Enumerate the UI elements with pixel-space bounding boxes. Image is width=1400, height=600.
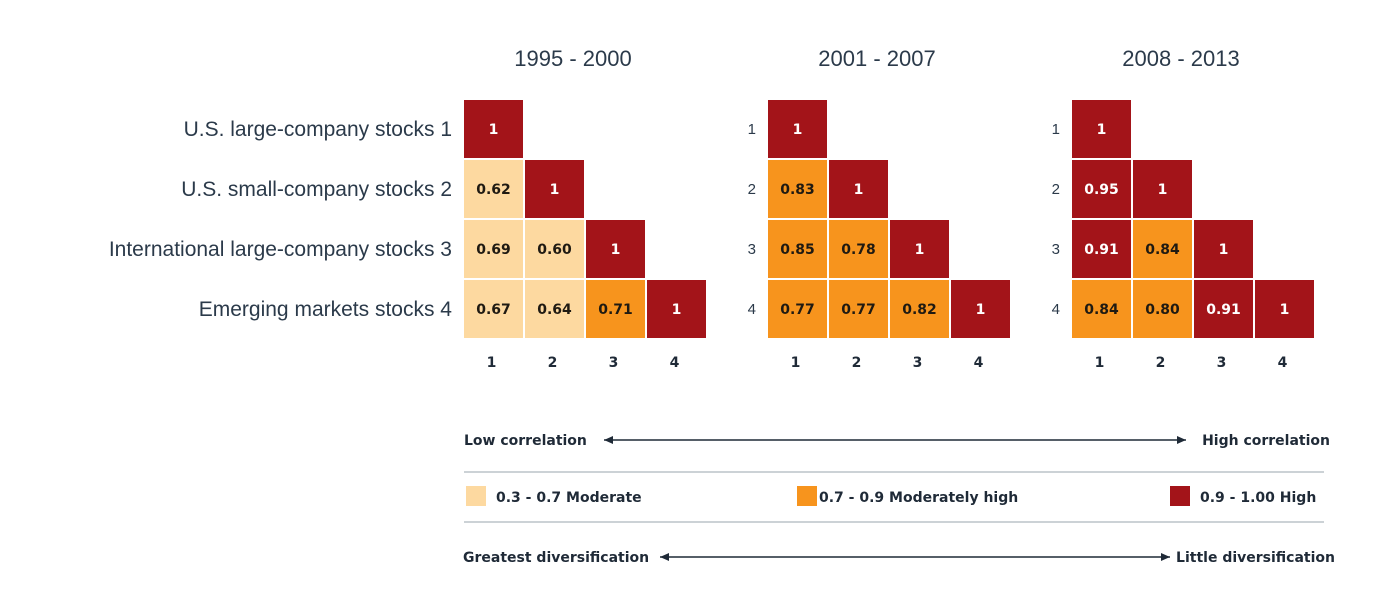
cell-p1-r2-c2 xyxy=(525,160,584,218)
cell-label-p3-r2-c2: 1 xyxy=(1158,182,1168,198)
panel-2-row-tick-3: 3 xyxy=(748,241,756,258)
cell-p3-r1-c1 xyxy=(1072,100,1131,158)
low-correlation-label: Low correlation xyxy=(464,433,587,449)
cell-label-p2-r4-c2: 0.77 xyxy=(841,302,876,318)
cell-p2-r4-c4 xyxy=(951,280,1010,338)
cell-label-p2-r4-c1: 0.77 xyxy=(780,302,815,318)
row-label-4: Emerging markets stocks 4 xyxy=(199,298,453,321)
cell-label-p1-r1-c1: 1 xyxy=(489,122,499,138)
cell-p2-r3-c3 xyxy=(890,220,949,278)
cell-p2-r4-c1 xyxy=(768,280,827,338)
greatest-diversification-label: Greatest diversification xyxy=(463,550,649,566)
cell-label-p1-r4-c3: 0.71 xyxy=(598,302,633,318)
cell-p3-r2-c1 xyxy=(1072,160,1131,218)
panel-2-col-tick-3: 3 xyxy=(913,355,923,371)
cell-label-p3-r2-c1: 0.95 xyxy=(1084,182,1119,198)
panel-2-col-tick-1: 1 xyxy=(791,355,801,371)
cell-p2-r2-c2 xyxy=(829,160,888,218)
cell-label-p3-r3-c2: 0.84 xyxy=(1145,242,1180,258)
row-label-1: U.S. large-company stocks 1 xyxy=(184,118,452,141)
cell-p1-r3-c3 xyxy=(586,220,645,278)
panel-3-row-tick-4: 4 xyxy=(1052,301,1060,318)
cell-p3-r3-c3 xyxy=(1194,220,1253,278)
panel-2-col-tick-2: 2 xyxy=(852,355,862,371)
legend-label-moderately-high: 0.7 - 0.9 Moderately high xyxy=(819,490,1018,506)
cell-label-p2-r3-c2: 0.78 xyxy=(841,242,876,258)
cell-label-p2-r2-c1: 0.83 xyxy=(780,182,815,198)
cell-p2-r4-c2 xyxy=(829,280,888,338)
cell-label-p3-r3-c3: 1 xyxy=(1219,242,1229,258)
cell-p1-r3-c2 xyxy=(525,220,584,278)
cell-p1-r4-c2 xyxy=(525,280,584,338)
cell-label-p1-r4-c1: 0.67 xyxy=(476,302,511,318)
cell-p1-r1-c1 xyxy=(464,100,523,158)
cell-label-p3-r4-c1: 0.84 xyxy=(1084,302,1119,318)
cell-label-p1-r4-c2: 0.64 xyxy=(537,302,572,318)
cell-label-p2-r3-c3: 1 xyxy=(915,242,925,258)
cell-p2-r3-c1 xyxy=(768,220,827,278)
cell-p2-r3-c2 xyxy=(829,220,888,278)
cell-label-p1-r2-c2: 1 xyxy=(550,182,560,198)
cell-label-p3-r1-c1: 1 xyxy=(1097,122,1107,138)
cell-label-p3-r4-c3: 0.91 xyxy=(1206,302,1241,318)
panel-1-col-tick-3: 3 xyxy=(609,355,619,371)
panel-3-col-tick-2: 2 xyxy=(1156,355,1166,371)
cell-p2-r2-c1 xyxy=(768,160,827,218)
cell-label-p2-r3-c1: 0.85 xyxy=(780,242,815,258)
cell-p3-r4-c3 xyxy=(1194,280,1253,338)
cell-label-p2-r2-c2: 1 xyxy=(854,182,864,198)
cell-label-p1-r4-c4: 1 xyxy=(672,302,682,318)
cell-label-p2-r4-c3: 0.82 xyxy=(902,302,937,318)
cell-label-p1-r3-c2: 0.60 xyxy=(537,242,572,258)
legend-swatch-high xyxy=(1170,486,1190,506)
panel-title-3: 2008 - 2013 xyxy=(1122,46,1239,71)
row-label-2: U.S. small-company stocks 2 xyxy=(181,178,452,201)
panel-1-col-tick-1: 1 xyxy=(487,355,497,371)
cell-p3-r2-c2 xyxy=(1133,160,1192,218)
cell-p2-r1-c1 xyxy=(768,100,827,158)
cell-p3-r3-c1 xyxy=(1072,220,1131,278)
cell-p1-r4-c3 xyxy=(586,280,645,338)
panel-1-col-tick-2: 2 xyxy=(548,355,558,371)
high-correlation-label: High correlation xyxy=(1202,433,1330,449)
cell-p1-r4-c4 xyxy=(647,280,706,338)
legend-swatch-moderate xyxy=(466,486,486,506)
cell-p3-r3-c2 xyxy=(1133,220,1192,278)
cell-p3-r4-c2 xyxy=(1133,280,1192,338)
panel-3-col-tick-3: 3 xyxy=(1217,355,1227,371)
legend-label-high: 0.9 - 1.00 High xyxy=(1200,490,1316,506)
panel-3-row-tick-2: 2 xyxy=(1052,181,1060,198)
cell-p3-r4-c1 xyxy=(1072,280,1131,338)
panel-3-col-tick-4: 4 xyxy=(1278,355,1288,371)
cell-label-p3-r3-c1: 0.91 xyxy=(1084,242,1119,258)
cell-label-p2-r1-c1: 1 xyxy=(793,122,803,138)
legend-swatch-moderately-high xyxy=(797,486,817,506)
cell-p1-r4-c1 xyxy=(464,280,523,338)
panel-2-row-tick-4: 4 xyxy=(748,301,756,318)
cell-label-p3-r4-c2: 0.80 xyxy=(1145,302,1180,318)
panel-3-row-tick-3: 3 xyxy=(1052,241,1060,258)
cell-p3-r4-c4 xyxy=(1255,280,1314,338)
panel-title-1: 1995 - 2000 xyxy=(514,46,631,71)
panel-3-col-tick-1: 1 xyxy=(1095,355,1105,371)
legend-label-moderate: 0.3 - 0.7 Moderate xyxy=(496,490,642,506)
cell-label-p1-r3-c3: 1 xyxy=(611,242,621,258)
panel-2-row-tick-2: 2 xyxy=(748,181,756,198)
row-label-3: International large-company stocks 3 xyxy=(109,238,452,261)
cell-label-p2-r4-c4: 1 xyxy=(976,302,986,318)
cell-label-p1-r3-c1: 0.69 xyxy=(476,242,511,258)
panel-3-row-tick-1: 1 xyxy=(1052,121,1060,138)
little-diversification-label: Little diversification xyxy=(1176,550,1335,566)
panel-2-col-tick-4: 4 xyxy=(974,355,984,371)
panel-1-col-tick-4: 4 xyxy=(670,355,680,371)
panel-title-2: 2001 - 2007 xyxy=(818,46,935,71)
cell-p1-r2-c1 xyxy=(464,160,523,218)
cell-label-p1-r2-c1: 0.62 xyxy=(476,182,511,198)
cell-p2-r4-c3 xyxy=(890,280,949,338)
panel-2-row-tick-1: 1 xyxy=(748,121,756,138)
cell-p1-r3-c1 xyxy=(464,220,523,278)
cell-label-p3-r4-c4: 1 xyxy=(1280,302,1290,318)
